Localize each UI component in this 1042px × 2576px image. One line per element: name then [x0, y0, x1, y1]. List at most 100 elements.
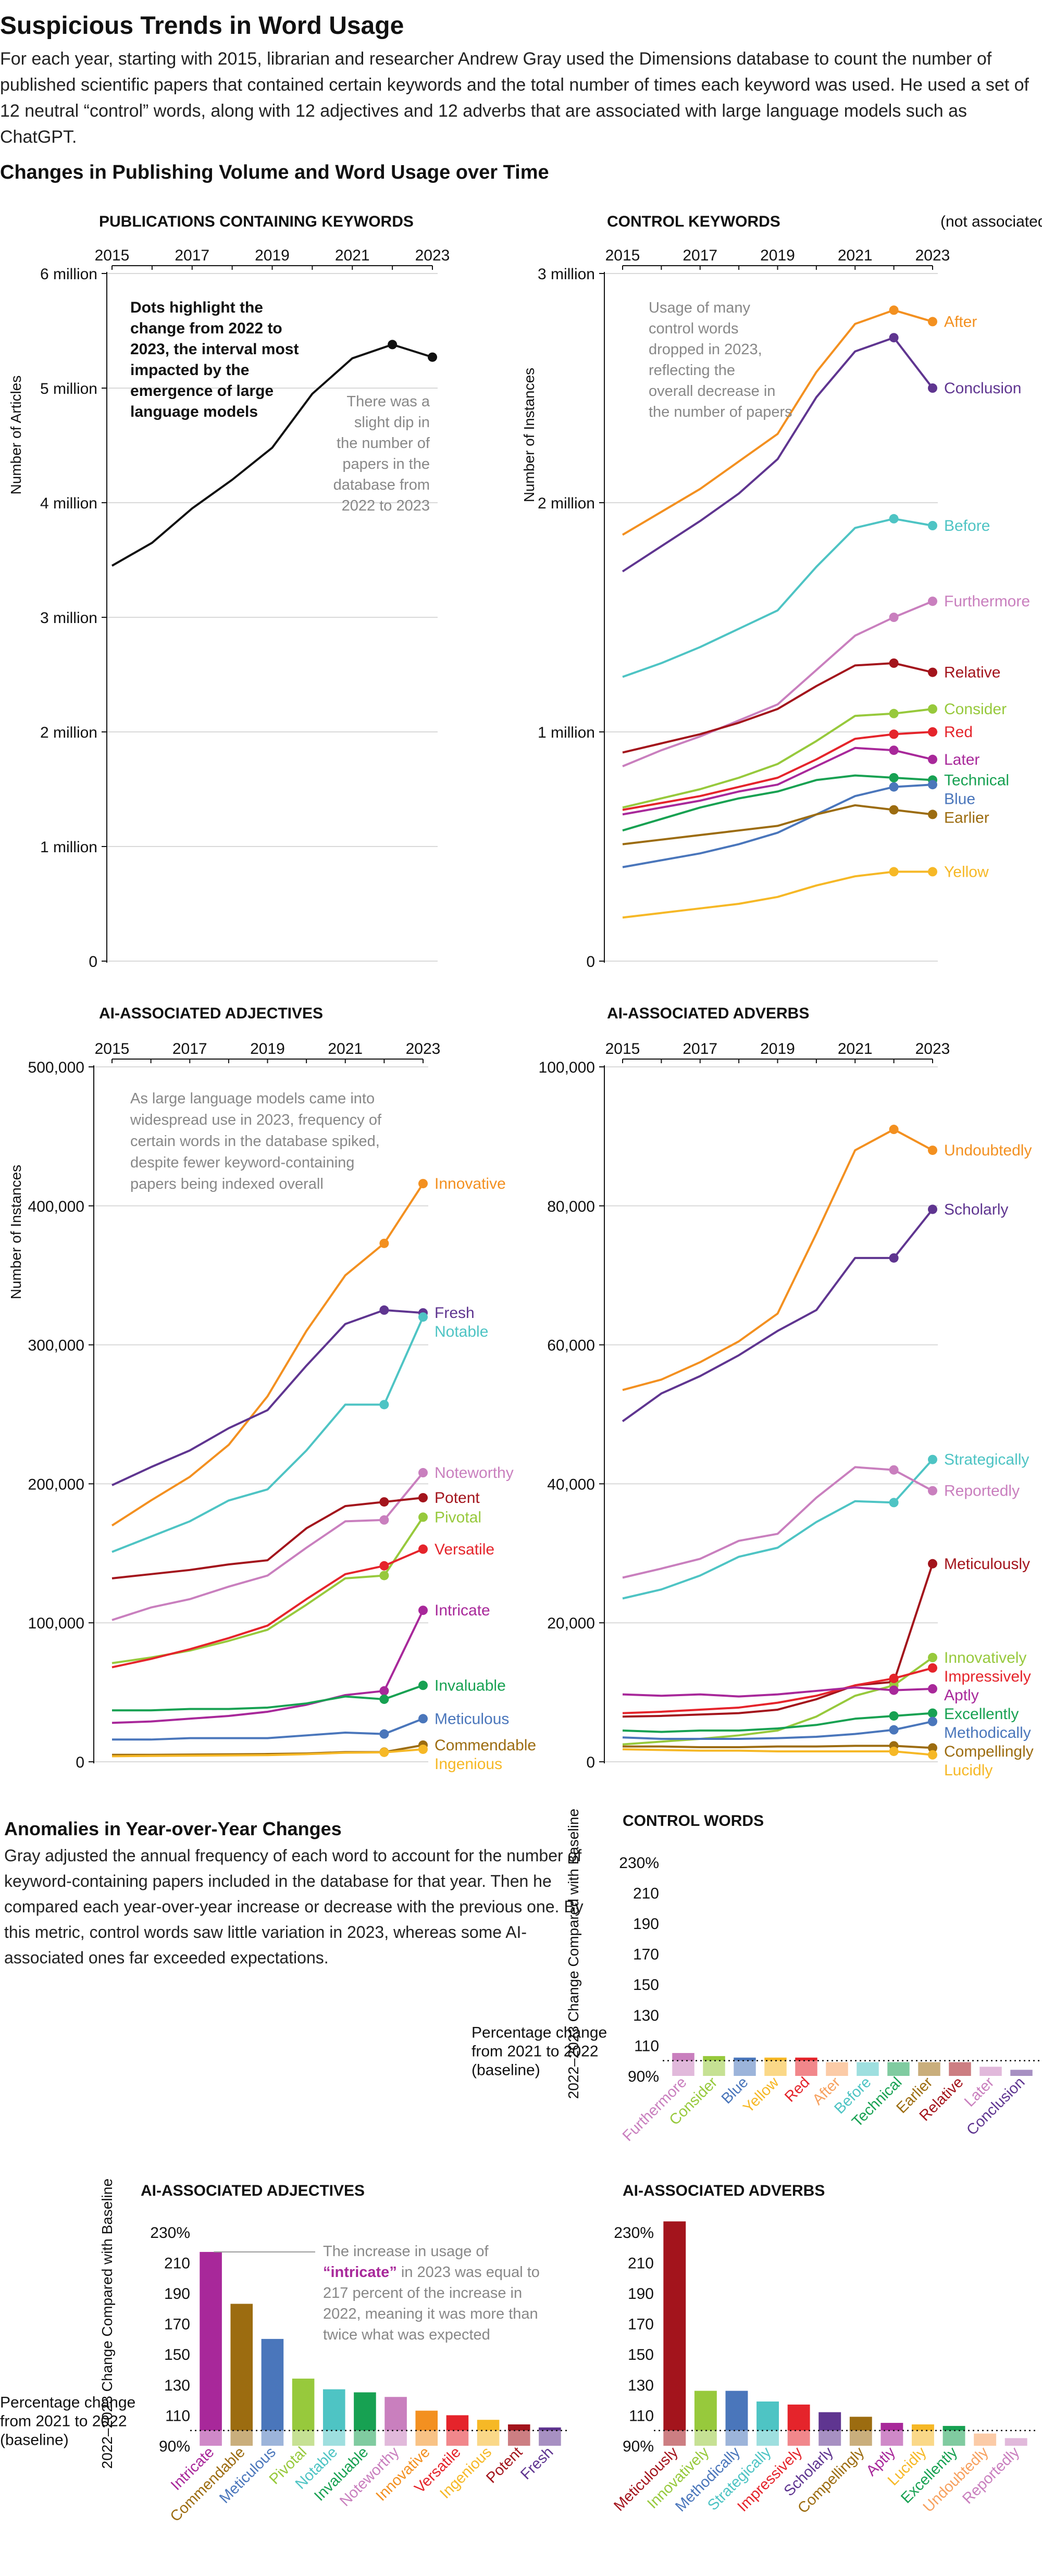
chart-subtitle: (not associated with AI)	[940, 213, 1042, 230]
page-title: Suspicious Trends in Word Usage	[0, 12, 404, 40]
bar	[292, 2379, 315, 2431]
bar-base	[322, 2430, 345, 2446]
series-label: Fresh	[435, 1304, 475, 1322]
y-tick-label: 190	[164, 2285, 190, 2303]
bar	[942, 2425, 965, 2431]
bar-base	[415, 2430, 438, 2446]
bar	[672, 2053, 694, 2061]
series-label: Scholarly	[944, 1201, 1008, 1218]
series-label: Technical	[944, 771, 1009, 789]
series-label: Potent	[435, 1489, 480, 1507]
x-tick-label: 2019	[250, 1040, 285, 1057]
bar-base	[725, 2430, 748, 2446]
x-tick-label: 2015	[605, 247, 640, 264]
bar	[1004, 2438, 1027, 2446]
y-tick-label: 2 million	[40, 724, 97, 741]
series-label: Meticulously	[944, 1555, 1030, 1573]
data-point	[928, 727, 937, 737]
series-label: Strategically	[944, 1451, 1029, 1469]
bar-base	[672, 2060, 694, 2076]
data-point	[889, 729, 899, 739]
x-tick-label: 2023	[415, 247, 450, 264]
bar	[507, 2424, 530, 2431]
data-point	[379, 1694, 389, 1704]
y-tick-label: 210	[164, 2255, 190, 2272]
bar-base	[756, 2430, 779, 2446]
adjectives-chart: AI-ASSOCIATED ADJECTIVES 0 100,000 200,000 3…	[8, 1005, 536, 1773]
bar	[703, 2056, 725, 2061]
data-point	[379, 1515, 389, 1525]
data-point	[928, 1559, 937, 1569]
bar	[764, 2057, 787, 2061]
publications-chart: PUBLICATIONS CONTAINING KEYWORDS 0 1 milli…	[8, 213, 450, 970]
data-point	[379, 1497, 389, 1507]
data-point	[418, 1681, 428, 1690]
data-point	[889, 1725, 899, 1735]
series-line-later	[622, 746, 933, 816]
data-point	[889, 782, 899, 792]
series-line-notable	[111, 1316, 424, 1553]
bar-base	[912, 2430, 934, 2446]
data-point	[928, 810, 937, 819]
series-line-intricate	[111, 1610, 424, 1724]
data-point	[418, 1312, 428, 1322]
bar	[322, 2389, 345, 2431]
data-point	[928, 780, 937, 790]
series-line-earlier	[622, 804, 933, 845]
series-line-potent	[111, 1497, 424, 1579]
data-point	[928, 704, 937, 714]
data-point	[928, 317, 937, 327]
y-tick-label: 300,000	[28, 1337, 84, 1354]
chart-annotation: There was a slight dip in the number of pap…	[333, 393, 430, 514]
series-label: Invaluable	[435, 1677, 506, 1694]
y-tick-label: 0	[76, 1754, 84, 1771]
chart-title: AI-ASSOCIATED ADVERBS	[607, 1005, 809, 1022]
y-tick-label: 0	[89, 953, 97, 970]
y-axis-label: 2022–2023 Change Compared with Baseline	[99, 2179, 115, 2469]
bar	[663, 2221, 686, 2431]
data-point	[418, 1468, 428, 1478]
y-tick-label: 200,000	[28, 1476, 84, 1493]
data-point	[889, 745, 899, 755]
data-point	[889, 773, 899, 782]
x-tick-label: 2023	[915, 1040, 950, 1057]
series-line-yellow	[622, 870, 933, 919]
bar-base	[734, 2060, 756, 2076]
category-label: Fresh	[517, 2444, 556, 2483]
series-line-compellingly	[623, 1745, 933, 1749]
data-point	[418, 1179, 428, 1189]
y-tick-label: 150	[164, 2346, 190, 2363]
x-tick-label: 2023	[915, 247, 950, 264]
y-tick-label: 0	[586, 953, 595, 970]
y-tick-label: 230%	[614, 2224, 654, 2242]
series-label: Aptly	[944, 1687, 979, 1704]
y-tick-label: 150	[633, 1976, 659, 1994]
y-tick-label: 20,000	[547, 1615, 595, 1632]
x-tick-label: 2021	[335, 247, 370, 264]
bar	[1010, 2070, 1033, 2076]
x-tick-label: 2015	[605, 1040, 640, 1057]
series-line-conclusion	[622, 337, 934, 573]
series-label: Yellow	[944, 863, 989, 880]
data-point	[379, 1238, 389, 1248]
series-label: Excellently	[944, 1706, 1019, 1723]
y-tick-label: 2 million	[538, 495, 595, 512]
series-line-noteworthy	[111, 1472, 424, 1621]
data-point	[889, 805, 899, 815]
y-tick-label: 40,000	[547, 1476, 595, 1493]
x-tick-label: 2017	[683, 1040, 717, 1057]
y-tick-label: 170	[633, 1946, 659, 1963]
bar	[354, 2392, 376, 2431]
bar	[887, 2062, 910, 2076]
data-point	[379, 1400, 389, 1410]
series-label: Undoubtedly	[944, 1142, 1032, 1159]
bar	[734, 2057, 756, 2061]
bar-base	[663, 2430, 686, 2446]
y-tick-label: 1 million	[40, 839, 97, 856]
y-axis-label: Number of Articles	[8, 376, 24, 495]
data-point	[928, 383, 937, 393]
x-tick-label: 2023	[406, 1040, 441, 1057]
series-line-methodically	[622, 1720, 933, 1740]
bar	[912, 2424, 934, 2431]
series-line-furthermore	[622, 600, 933, 767]
